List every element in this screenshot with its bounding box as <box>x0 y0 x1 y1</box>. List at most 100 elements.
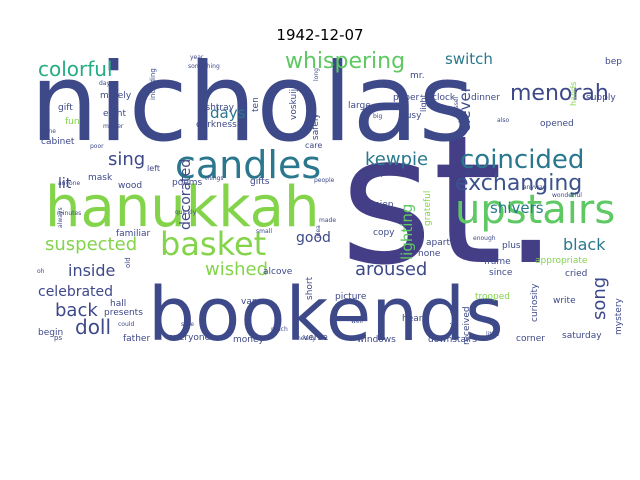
word-alcove: alcove <box>263 267 293 277</box>
word-paper: paper <box>393 93 419 103</box>
word-quickly: quickly <box>175 209 197 216</box>
word-gifts: gifts <box>250 177 270 187</box>
word-dussel: dussel <box>453 96 460 116</box>
word-good: good <box>296 230 331 246</box>
word-mr: mr. <box>410 71 425 81</box>
word-cabinet: cabinet <box>41 137 75 147</box>
word-voskuijl: voskuijl <box>289 86 299 120</box>
word-oh: oh <box>37 268 45 275</box>
word-old: old <box>124 257 132 268</box>
word-heard: heard <box>402 314 428 324</box>
word-inside: inside <box>68 261 115 280</box>
word-kewpie: kewpie <box>365 149 428 170</box>
word-switch: switch <box>445 50 493 68</box>
word-verse: verse <box>303 333 328 343</box>
word-taken: taken <box>462 169 479 176</box>
word-also: also <box>497 117 509 124</box>
word-care: care <box>305 141 322 150</box>
word-eight: eight <box>103 109 126 119</box>
word-windows: windows <box>357 335 396 345</box>
word-merely: merely <box>100 91 132 101</box>
word-large: large <box>348 101 371 111</box>
word-idea: idea <box>315 225 322 238</box>
word-nicholas: nicholas <box>30 41 475 166</box>
word-wood: wood <box>118 181 142 191</box>
word-miep: miep <box>371 200 394 210</box>
word-menorah: menorah <box>510 81 609 106</box>
word-poems: poems <box>172 178 203 188</box>
word-something: something <box>188 63 220 70</box>
word-could: could <box>118 321 134 328</box>
word-sure: sure <box>181 321 194 328</box>
word-matter: matter <box>103 123 124 130</box>
word-nearly: nearly <box>297 335 316 342</box>
word-lighting: lighting <box>398 204 416 260</box>
word-suspected: suspected <box>45 234 137 255</box>
word-corner: corner <box>516 334 545 344</box>
word-begin: begin <box>38 328 63 338</box>
word-things: things <box>205 175 224 182</box>
word-picture: picture <box>335 292 367 302</box>
word-cried: cried <box>565 269 587 279</box>
word-including: including <box>149 68 157 100</box>
word-ps: ps <box>54 334 62 342</box>
word-kinds: kinds <box>450 306 460 330</box>
word-received: received <box>462 306 472 345</box>
word-write: write <box>553 296 576 306</box>
word-days: days <box>210 104 246 122</box>
word-trooped: trooped <box>475 292 510 302</box>
word-van: van <box>241 297 258 307</box>
word-candles: candles <box>175 143 321 187</box>
word-hanukkah: hanukkah <box>45 175 319 240</box>
word-light: light <box>419 94 428 112</box>
word-fun: fun <box>65 117 80 127</box>
word-curiosity: curiosity <box>530 283 540 322</box>
word-whispering: whispering <box>285 49 405 74</box>
word-downstairs: downstairs <box>428 335 477 345</box>
word-coincided: coincided <box>460 145 584 175</box>
word-day: day <box>99 80 110 87</box>
word-darkness: darkness <box>196 120 237 130</box>
word-year: year <box>190 54 204 61</box>
word-back: back <box>55 300 98 321</box>
word-grateful: grateful <box>423 191 433 226</box>
word-anyway: anyway <box>523 184 547 191</box>
word-poor: poor <box>90 143 104 150</box>
word-well: well <box>351 318 363 325</box>
word-ten: ten <box>251 97 261 112</box>
word-people: people <box>314 177 335 184</box>
word-big: big <box>373 113 382 120</box>
word-wonderful: wonderful <box>552 192 582 199</box>
word-enough: enough <box>473 235 496 242</box>
word-done: done <box>41 128 56 135</box>
word-money: money <box>233 335 265 345</box>
word-decorated: decorated <box>178 159 194 230</box>
word-wished: wished <box>205 259 268 280</box>
word-mask: mask <box>88 173 113 183</box>
word-left: left <box>147 164 160 173</box>
word-st: st. <box>340 97 559 304</box>
word-appropriate: appropriate <box>535 256 588 266</box>
word-safely: safely <box>311 113 321 140</box>
word-celebrated: celebrated <box>38 284 113 300</box>
word-black: black <box>563 235 606 254</box>
word-familiar: familiar <box>116 229 150 239</box>
word-colorful: colorful <box>38 57 113 81</box>
word-pitch: pitch <box>360 170 382 180</box>
word-ashtray: ashtray <box>200 103 235 113</box>
word-supply: supply <box>586 93 616 103</box>
word-small: small <box>256 228 272 235</box>
word-opened: opened <box>540 119 574 129</box>
word-apart: apart <box>426 238 450 248</box>
word-shivers: shivers <box>490 199 544 217</box>
word-anyone: anyone <box>58 180 81 187</box>
word-song: song <box>589 277 610 320</box>
word-little: little <box>486 331 500 338</box>
word-bep: bep <box>605 57 622 67</box>
word-presents: presents <box>104 308 143 318</box>
word-mystery: mystery <box>614 297 624 335</box>
word-exchanging: exchanging <box>455 171 582 196</box>
word-long: long <box>313 68 320 81</box>
word-father: father <box>123 334 150 344</box>
